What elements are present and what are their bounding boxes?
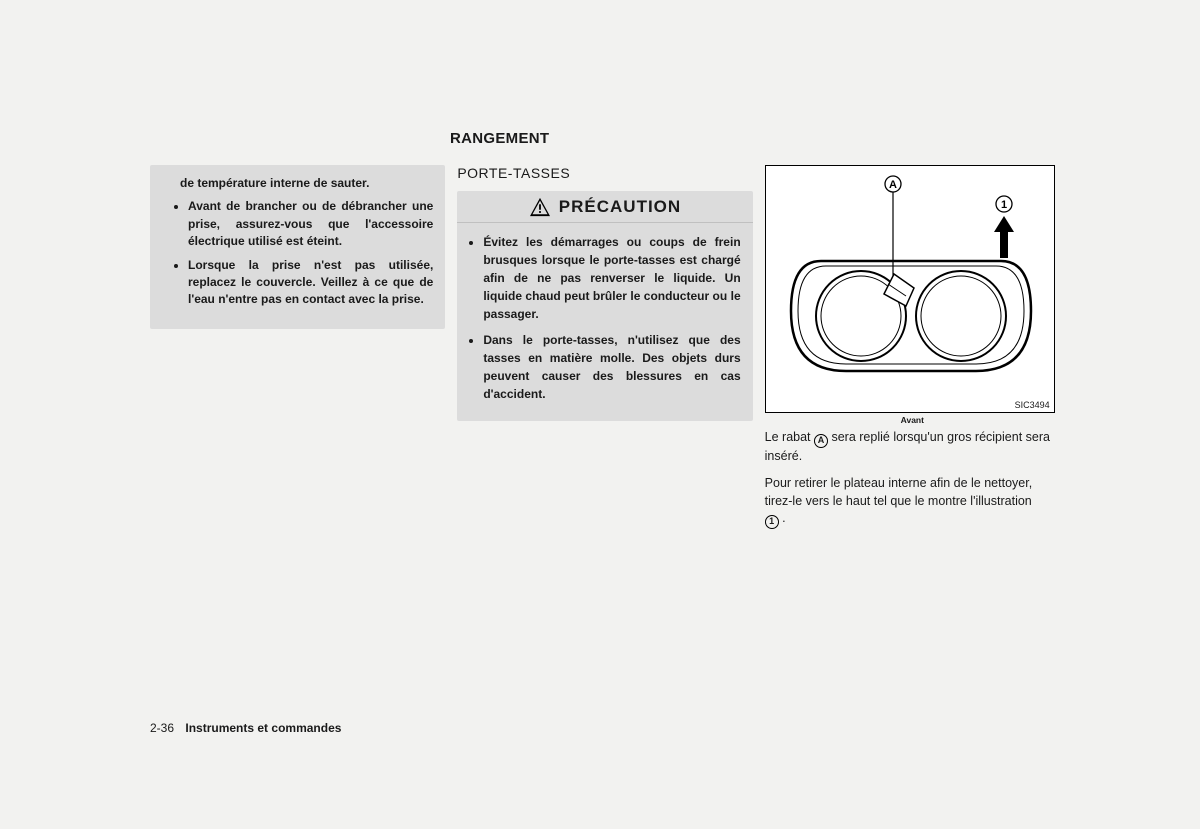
subsection-title: PORTE-TASSES (457, 165, 752, 181)
warning-triangle-icon (529, 197, 551, 217)
grey-box-continued: de température interne de sauter. Avant … (150, 165, 445, 329)
paragraph-1: Le rabat A sera replié lorsqu'un gros ré… (765, 429, 1060, 465)
column-3: A 1 (765, 165, 1060, 539)
callout-circle-a: A (814, 434, 828, 448)
figure-front-label: Avant (765, 415, 1060, 425)
list-item: Dans le porte-tasses, n'utilisez que des… (483, 331, 740, 403)
bullet-list-1: Avant de brancher ou de débrancher une p… (162, 198, 433, 308)
caution-title: PRÉCAUTION (559, 197, 681, 217)
figure-code: SIC3494 (1015, 400, 1050, 410)
lead-text: de température interne de sauter. (180, 175, 433, 192)
caution-box: PRÉCAUTION Évitez les démarrages ou coup… (457, 191, 752, 421)
paragraph-2: Pour retirer le plateau interne afin de … (765, 475, 1060, 529)
page-footer: 2-36 Instruments et commandes (150, 721, 341, 735)
caution-header: PRÉCAUTION (457, 191, 752, 223)
list-item: Lorsque la prise n'est pas utilisée, rep… (188, 257, 433, 309)
cup-holder-figure: A 1 (765, 165, 1055, 413)
body-text: Le rabat A sera replié lorsqu'un gros ré… (765, 429, 1060, 529)
bullet-list-2: Évitez les démarrages ou coups de frein … (457, 223, 752, 403)
manual-page: RANGEMENT de température interne de saut… (150, 130, 1060, 539)
page-number: 2-36 (150, 721, 174, 735)
svg-text:A: A (889, 179, 897, 191)
text: Le rabat (765, 430, 814, 444)
svg-text:1: 1 (1001, 199, 1007, 211)
list-item: Évitez les démarrages ou coups de frein … (483, 233, 740, 323)
page-section-label: Instruments et commandes (185, 721, 341, 735)
column-1: de température interne de sauter. Avant … (150, 165, 445, 539)
text: . (782, 511, 785, 525)
content-columns: de température interne de sauter. Avant … (150, 165, 1060, 539)
callout-circle-1: 1 (765, 515, 779, 529)
section-title: RANGEMENT (450, 130, 1060, 147)
list-item: Avant de brancher ou de débrancher une p… (188, 198, 433, 250)
text: Pour retirer le plateau interne afin de … (765, 476, 1033, 508)
column-2: PORTE-TASSES PRÉCAUTION Évitez les démar… (457, 165, 752, 539)
